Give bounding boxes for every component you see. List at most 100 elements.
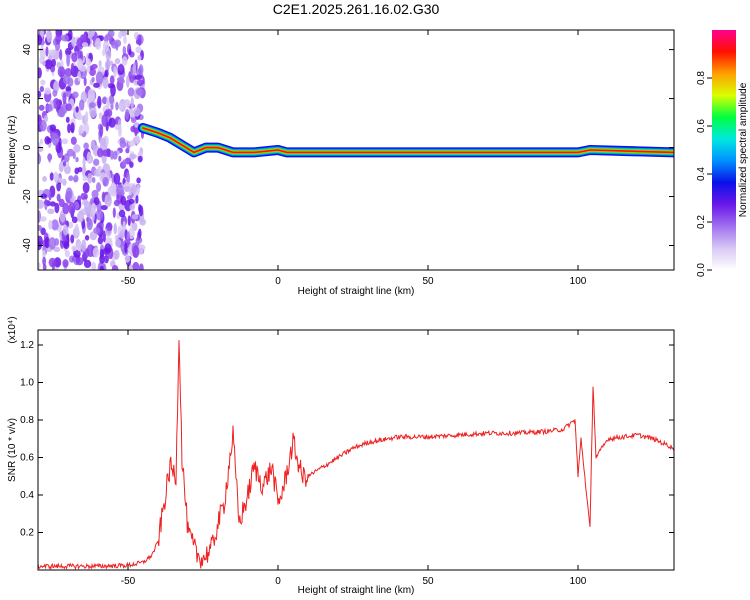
spectrogram-noise-blob [138,204,142,213]
spectrogram-noise-blob [118,63,124,72]
spectrogram-noise-blob [119,229,125,240]
spectrogram-noise-blob [132,245,140,259]
spectrogram-noise-blob [64,68,73,78]
spectrogram-noise-blob [71,52,78,63]
spectrogram-noise-blob [68,30,73,41]
spectrogram-noise-blob [124,108,130,120]
spectrogram-noise-blob [110,182,117,193]
spectrogram-noise-blob [77,49,82,62]
colorbar-ticks: 0.0 0.2 0.4 0.6 0.8 [696,71,712,277]
spectrogram-noise-blob [94,37,102,50]
spectrogram-noise-blob [57,66,66,78]
spectrogram-noise-blob [53,246,61,253]
spectrogram-noise-blob [134,121,139,128]
spectrogram-noise-blob [113,172,121,185]
spectrogram-noise-blob [48,219,53,230]
spectrogram-noise-blob [102,176,109,187]
spectrogram-noise-blob [86,30,95,38]
spectrogram-noise-blob [137,54,142,61]
spectrogram-noise-blob [64,250,70,258]
spectrogram-noise-blob [127,215,131,226]
spectrogram-noise-blob [73,144,81,153]
spectrogram-noise-blob [89,231,98,241]
spectrogram-noise-blob [95,209,104,221]
spectrogram-noise-blob [99,254,106,264]
spectrogram-noise-blob [38,224,42,231]
spectrogram-noise-blob [97,147,104,158]
spectrogram-noise-blob [38,114,42,126]
spectrogram-noise-blob [118,103,124,110]
spectrogram-noise-blob [125,147,130,154]
spectrogram-noise-blob [118,209,126,218]
spectrogram-noise-blob [125,75,130,88]
spectrogram-noise-blob [126,231,131,241]
spectrogram-noise-blob [70,234,75,244]
spectrogram-noise-blob [115,101,119,111]
spectrogram-noise-blob [76,241,82,252]
spectrogram-noise-blob [98,60,102,68]
spectrogram-noise-blob [67,221,74,229]
spectrogram-noise-blob [131,214,139,220]
snr-plot-area [38,330,674,570]
spectrogram-noise-blob [56,61,61,69]
spectrogram-noise-blob [128,140,136,147]
spectrogram-noise-blob [42,256,47,266]
spectrogram-noise-blob [75,156,79,163]
spectrogram-noise-blob [91,202,97,216]
spectrogram-noise-blob [124,254,131,263]
spectrogram-noise-blob [48,257,57,268]
spectrogram-panel: -50 0 50 100 -40 -20 0 20 40 Height of straight… [7,29,675,297]
spectrogram-noise-blob [104,243,112,254]
spectrogram-noise-blob [124,242,128,254]
spectrogram-noise-blob [74,167,80,175]
spectrogram-noise-blob [71,245,78,252]
spectrogram-noise-blob [93,197,100,206]
spectrogram-noise-blob [112,207,116,218]
spectrogram-noise-blob [109,75,115,85]
spectrogram-noise-blob [130,117,137,124]
spectrogram-noise-blob [54,202,60,214]
spectrogram-noise-blob [42,263,47,270]
spectrogram-noise-blob [38,142,41,148]
spectrogram-noise-blob [49,201,56,207]
spectrogram-x-ticks: -50 0 50 100 [121,30,587,287]
spectrogram-noise-blob [132,62,137,75]
spectrogram-noise-blob [45,103,53,113]
spectrogram-noise-blob [116,184,124,196]
spectrogram-noise-blob [52,98,61,110]
spectrogram-noise-blob [63,241,70,250]
spectrogram-noise-blob [106,222,113,232]
spectrogram-noise-blob [132,261,140,270]
spectrogram-noise-blob [38,210,42,223]
colorbar-tick-label: 0.8 [696,71,707,85]
colorbar: 0.0 0.2 0.4 0.6 0.8 Normalized spectral ampl… [696,30,749,277]
spectrogram-noise-blob [91,176,96,183]
spectrogram-noise-blob [106,97,110,110]
spectrogram-noise-blob [102,76,109,89]
colorbar-tick-label: 0.0 [696,263,707,277]
spectrogram-noise-blob [81,42,89,48]
spectrogram-noise-blob [113,66,117,78]
spectrogram-noise-blob [104,254,109,264]
spectrogram-noise-blob [39,138,43,145]
spectrogram-noise-blob [131,184,137,194]
chart-title: C2E1.2025.261.16.02.G30 [273,1,440,17]
spectrogram-noise-blob [128,198,135,205]
spectrogram-noise-blob [43,115,49,122]
spectrogram-noise-blob [93,227,101,234]
spectrogram-noise-blob [114,124,122,130]
spectrogram-noise-blob [84,110,89,124]
spectrogram-noise-blob [129,153,137,160]
spectrogram-noise-blob [74,223,80,237]
snr-x-tick-label: 100 [570,576,587,587]
spectrogram-noise-blob [139,218,146,226]
spectrogram-noise-blob [121,56,128,66]
snr-y-tick-label: 0.6 [20,453,34,464]
spectrogram-noise-blob [130,96,134,110]
spectrogram-noise-blob [44,59,53,70]
spectrogram-noise-blob [122,159,127,167]
spectrogram-noise-blob [97,236,104,245]
spectrogram-noise-blob [42,249,46,259]
spectrogram-noise-blob [52,89,58,97]
spectrogram-noise-blob [135,87,144,96]
